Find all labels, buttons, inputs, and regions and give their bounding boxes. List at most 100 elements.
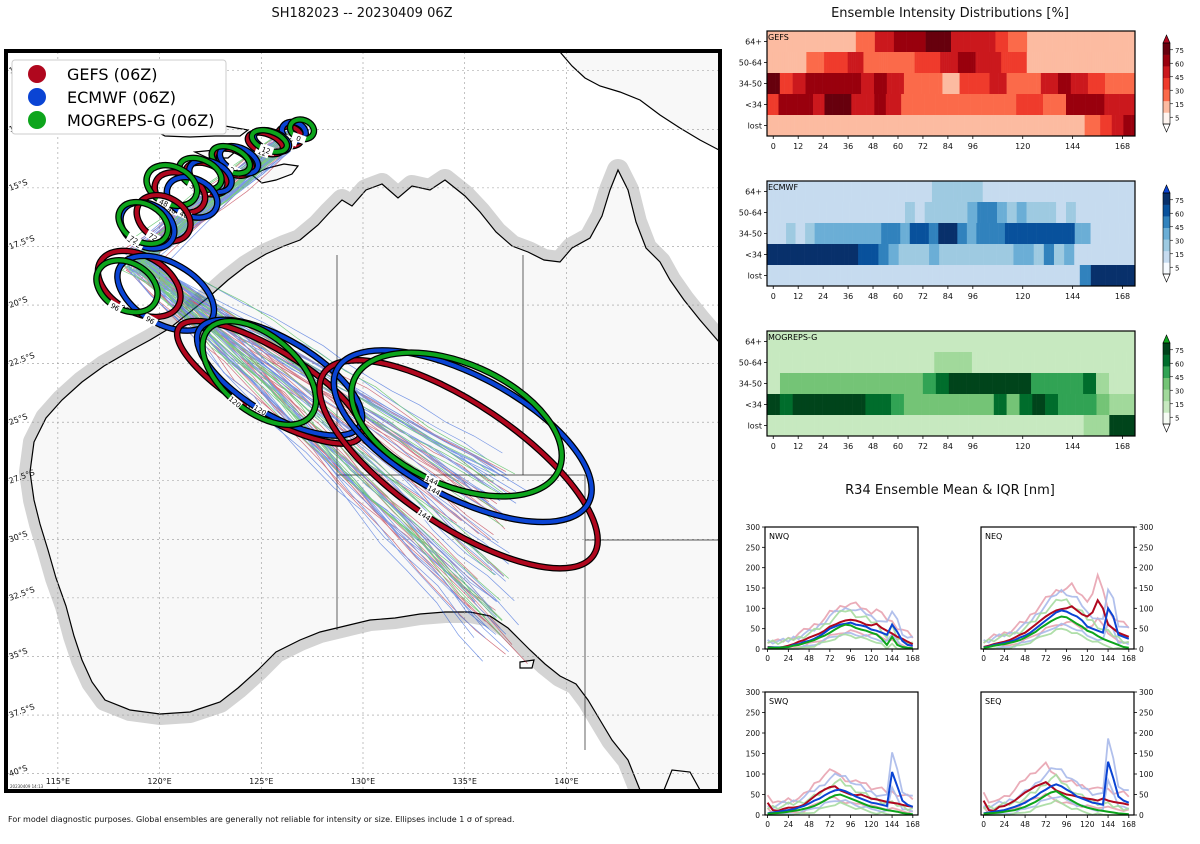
heatmap-cell [1028, 265, 1033, 286]
heatmap-cell [1097, 52, 1100, 73]
heatmap-cell [1109, 31, 1117, 52]
heatmap-cell [891, 202, 896, 223]
heatmap-cell [955, 352, 960, 373]
tau-label: 48 [158, 198, 169, 209]
heatmap-cell [1128, 202, 1133, 223]
heatmap-cell [830, 181, 835, 202]
heatmap-cell [788, 373, 794, 394]
heatmap-cell [1046, 223, 1050, 244]
heatmap-cell [987, 202, 991, 223]
heatmap-cell [803, 331, 808, 352]
heatmap-cell [810, 52, 813, 73]
heatmap-cell [865, 223, 869, 244]
heatmap-cell [868, 244, 872, 265]
heatmap-cell [1126, 373, 1131, 394]
heatmap-cell [1003, 244, 1008, 265]
heatmap-cell [1058, 52, 1061, 73]
heatmap-cell [1057, 394, 1063, 415]
tau-label-bg [252, 402, 269, 417]
heatmap-panel-name: GEFS [768, 33, 789, 42]
heatmap-cell [875, 115, 880, 136]
heatmap-cell [1094, 265, 1099, 286]
heatmap-cell [963, 394, 969, 415]
r34-panel-name: NEQ [985, 532, 1002, 541]
r34-y-tick: 50 [750, 791, 760, 800]
heatmap-cell [857, 373, 863, 394]
heatmap-cell [1118, 181, 1123, 202]
legend-marker-gefs [28, 65, 46, 83]
heatmap-cell [1028, 73, 1033, 94]
heatmap-cell [1070, 415, 1076, 436]
heatmap-cell [890, 223, 895, 244]
heatmap-cell [912, 73, 918, 94]
heatmap-cell [946, 73, 952, 94]
heatmap-cell [833, 265, 838, 286]
heatmap-cell [791, 331, 796, 352]
heatmap-cell [1118, 202, 1123, 223]
heatmap-cell [1046, 94, 1051, 115]
heatmap-cell [1130, 73, 1136, 94]
heatmap-cell [1020, 202, 1024, 223]
heatmap-cell [780, 202, 784, 223]
r34-y-tick: 200 [1139, 564, 1154, 573]
heatmap-cell [829, 352, 835, 373]
heatmap-cell [1130, 415, 1136, 436]
heatmap-cell [796, 52, 799, 73]
r34-x-tick: 120 [864, 654, 879, 663]
heatmap-cell [1112, 202, 1116, 223]
heatmap-cell [767, 31, 774, 52]
heatmap-cell [884, 223, 888, 244]
heatmap-cell [773, 31, 780, 52]
heatmap-cell [795, 223, 800, 244]
heatmap-cell [1131, 331, 1136, 352]
heatmap-cell [867, 115, 872, 136]
heatmap-cell [1092, 181, 1098, 202]
heatmap-cell [970, 223, 974, 244]
tau-label-bg [155, 195, 172, 210]
heatmap-cell [1026, 52, 1030, 73]
heatmap-cell [995, 265, 1000, 286]
heatmap-cell [1053, 73, 1059, 94]
heatmap-cell [899, 265, 904, 286]
heatmap-cell [951, 52, 955, 73]
heatmap-cell [861, 73, 866, 94]
heatmap-cell [797, 244, 802, 265]
heatmap-cell [778, 52, 782, 73]
heatmap-cell [1101, 244, 1105, 265]
heatmap-cell [1043, 94, 1048, 115]
heatmap-cell [857, 52, 860, 73]
heatmap-cell [1023, 244, 1028, 265]
heatmap-cell [1015, 415, 1020, 436]
heatmap-cell [839, 394, 845, 415]
heatmap-cell [858, 244, 862, 265]
heatmap-cell [852, 394, 858, 415]
heatmap-cell [813, 202, 817, 223]
heatmap-cell [861, 244, 866, 265]
heatmap-cell [1053, 115, 1058, 136]
heatmap-cell [1056, 202, 1060, 223]
heatmap-cell [900, 31, 907, 52]
heatmap-cell [942, 52, 945, 73]
heatmap-cell [836, 94, 841, 115]
heatmap-cell [1010, 394, 1016, 415]
heatmap-cell [844, 373, 850, 394]
heatmap-cell [822, 73, 828, 94]
heatmap-cell [774, 94, 779, 115]
heatmap-cell [839, 52, 843, 73]
heatmap-cell [796, 181, 802, 202]
heatmap-cell [870, 265, 875, 286]
heatmap-cell [1001, 52, 1004, 73]
heatmap-cell [1097, 352, 1102, 373]
heatmap-x-tick: 96 [968, 292, 978, 301]
heatmap-cell [965, 52, 969, 73]
ensemble-track-ecmwf [139, 126, 497, 603]
heatmap-cell [767, 244, 771, 265]
heatmap-cell [965, 265, 970, 286]
heatmap-cell [847, 265, 852, 286]
heatmap-cell [1087, 52, 1091, 73]
r34-x-tick: 120 [1080, 654, 1095, 663]
heatmap-cell [1100, 373, 1105, 394]
heatmap-cell [1057, 73, 1063, 94]
heatmap-cell [961, 373, 967, 394]
